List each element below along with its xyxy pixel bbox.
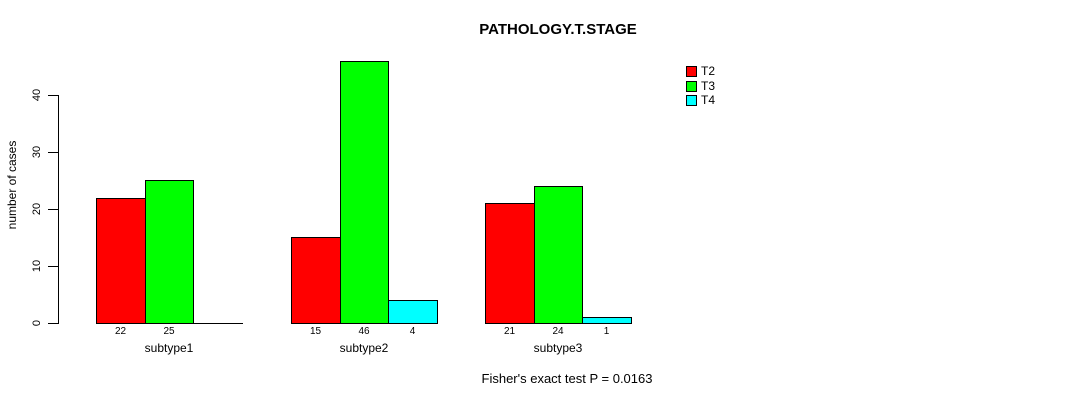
bar-t2-subtype1 <box>96 198 146 324</box>
bar-value-label: 46 <box>358 326 370 337</box>
legend-label: T3 <box>701 79 716 93</box>
bar-t3-subtype2 <box>340 61 389 324</box>
y-tick <box>48 152 58 153</box>
bar-value-label: 4 <box>409 326 416 337</box>
chart-title: PATHOLOGY.T.STAGE <box>479 21 637 38</box>
legend-label: T4 <box>701 93 716 107</box>
y-tick-label: 0 <box>31 319 43 327</box>
bar-t3-subtype3 <box>534 186 583 324</box>
y-tick <box>48 95 58 96</box>
y-tick-label: 20 <box>31 202 43 216</box>
y-tick-label: 30 <box>31 145 43 159</box>
x-category-label: subtype3 <box>533 341 583 355</box>
bar-t4-subtype3 <box>582 317 632 324</box>
legend-swatch-t3 <box>686 81 697 92</box>
y-axis-line <box>58 95 59 324</box>
y-tick-label: 40 <box>31 88 43 102</box>
bar-value-label: 21 <box>503 326 516 337</box>
legend-swatch-t4 <box>686 95 697 106</box>
legend-swatch-t2 <box>686 66 697 77</box>
y-axis-label: number of cases <box>5 140 19 230</box>
y-tick <box>48 266 58 267</box>
bar-value-label: 15 <box>309 326 322 337</box>
legend-label: T2 <box>701 64 716 78</box>
bar-value-label: 24 <box>552 326 564 337</box>
bar-t3-subtype1 <box>145 180 194 324</box>
bar-value-label: 25 <box>163 326 175 337</box>
bar-t2-subtype2 <box>291 237 341 324</box>
y-tick-label: 10 <box>31 259 43 273</box>
fisher-test-annotation: Fisher's exact test P = 0.0163 <box>481 371 653 386</box>
bar-value-label: 22 <box>114 326 127 337</box>
bar-t4-subtype2 <box>388 300 438 324</box>
y-tick <box>48 209 58 210</box>
y-tick <box>48 323 58 324</box>
bar-t2-subtype3 <box>485 203 535 324</box>
bar-value-label: 1 <box>603 326 610 337</box>
x-category-label: subtype2 <box>339 341 389 355</box>
x-category-label: subtype1 <box>144 341 194 355</box>
